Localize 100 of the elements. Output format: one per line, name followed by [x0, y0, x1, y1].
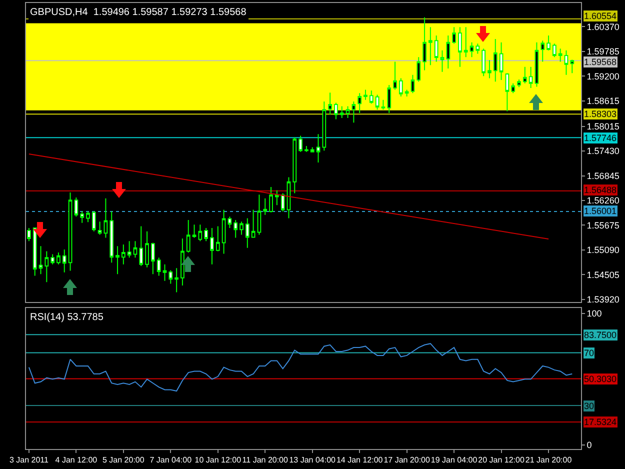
candlestick — [564, 50, 568, 76]
candlestick — [38, 246, 43, 275]
candlestick — [316, 134, 320, 163]
candlestick — [540, 40, 545, 62]
candlestick — [364, 89, 368, 100]
candlestick — [358, 92, 362, 114]
candlestick — [245, 218, 250, 248]
candlestick — [340, 106, 344, 119]
x-tick-label: 10 Jan 12:00 — [194, 456, 242, 465]
ref-line-label: 1.57746 — [584, 133, 617, 143]
candlestick — [121, 244, 126, 265]
y-tick-label: 1.56260 — [586, 196, 620, 206]
candlestick — [274, 190, 279, 206]
candlestick — [546, 35, 550, 51]
ref-line-label: 17.5324 — [584, 417, 617, 427]
candlestick — [552, 43, 556, 58]
candlestick — [168, 270, 173, 284]
candlestick — [32, 227, 37, 276]
candlestick — [470, 42, 474, 58]
candlestick — [228, 216, 232, 228]
candlestick — [464, 26, 468, 58]
y-tick-label: 1.56845 — [586, 170, 620, 181]
y-tick-label: 1.57430 — [586, 146, 620, 156]
y-tick-label: 0 — [586, 440, 592, 450]
candlestick — [104, 198, 108, 238]
candlestick — [192, 224, 196, 238]
candlestick — [110, 211, 114, 264]
candlestick — [286, 176, 291, 219]
x-tick-label: 13 Jan 04:00 — [289, 456, 336, 465]
candlestick — [62, 249, 66, 273]
y-tick-label: 1.58615 — [586, 96, 620, 106]
candlestick — [204, 227, 208, 242]
y-tick-label: 100 — [586, 308, 602, 318]
x-tick-label: 21 Jan 20:00 — [525, 456, 572, 465]
candlestick — [328, 92, 332, 116]
candlestick — [180, 238, 184, 286]
candlestick — [174, 268, 179, 293]
ref-line-label: 1.56001 — [584, 206, 617, 216]
candlestick — [452, 26, 456, 44]
candlestick — [428, 26, 432, 66]
candlestick — [50, 254, 55, 265]
candlestick — [139, 226, 144, 267]
candlestick — [263, 198, 268, 216]
candlestick — [488, 60, 492, 79]
candlestick — [257, 194, 262, 236]
candlestick — [98, 221, 102, 236]
candlestick — [304, 145, 308, 152]
candlestick — [74, 197, 78, 218]
y-tick-label: 1.55090 — [586, 245, 620, 256]
y-tick-label: 1.54505 — [586, 270, 620, 280]
y-tick-label: 1.58015 — [586, 121, 620, 132]
candlestick — [446, 35, 450, 70]
y-tick-label: 1.59785 — [586, 46, 620, 57]
y-tick-label: 1.59200 — [586, 71, 620, 82]
candlestick — [369, 90, 374, 104]
ref-line-label: 1.60554 — [584, 11, 617, 21]
ref-line-label: 83.7500 — [584, 330, 617, 340]
candlestick — [222, 209, 226, 254]
chart-title: RSI(14) 53.7785 — [30, 312, 104, 323]
candlestick — [27, 227, 31, 242]
x-tick-label: 3 Jan 2011 — [9, 456, 49, 465]
candlestick — [292, 136, 297, 194]
candlestick — [434, 35, 438, 62]
ref-line-label: 70 — [584, 348, 594, 358]
x-tick-label: 11 Jan 20:00 — [242, 456, 289, 465]
candlestick — [92, 211, 96, 232]
candlestick — [570, 59, 574, 74]
candlestick — [186, 219, 190, 254]
candlestick — [86, 211, 90, 223]
candlestick — [44, 250, 49, 283]
x-tick-label: 7 Jan 04:00 — [150, 456, 192, 465]
candlestick — [334, 102, 338, 120]
candlestick — [156, 257, 161, 276]
candlestick — [517, 79, 521, 88]
candlestick — [269, 186, 273, 213]
x-tick-label: 5 Jan 20:00 — [102, 456, 145, 465]
candlestick — [145, 230, 149, 268]
candlestick — [416, 56, 421, 82]
candlestick — [482, 48, 486, 77]
candlestick — [210, 227, 214, 265]
candlestick — [352, 101, 356, 124]
chart-title: GBPUSD,H4 1.59496 1.59587 1.59273 1.59568 — [30, 7, 247, 18]
candlestick — [534, 42, 539, 88]
candlestick — [381, 99, 386, 110]
candlestick — [240, 221, 244, 236]
ref-line-label: 1.56488 — [584, 185, 617, 195]
candlestick — [127, 240, 132, 258]
candlestick — [133, 240, 138, 258]
candlestick — [493, 38, 498, 82]
candlestick — [322, 101, 326, 152]
candlestick — [216, 226, 220, 252]
candlestick — [80, 211, 84, 224]
candlestick — [511, 82, 516, 94]
x-tick-label: 14 Jan 12:00 — [336, 456, 384, 465]
candlestick — [393, 61, 397, 90]
candlestick — [522, 66, 527, 84]
x-tick-label: 17 Jan 20:00 — [384, 456, 430, 465]
ref-line-label: 30 — [584, 401, 594, 411]
candlestick — [528, 66, 533, 89]
y-tick-label: 1.53920 — [586, 294, 620, 305]
